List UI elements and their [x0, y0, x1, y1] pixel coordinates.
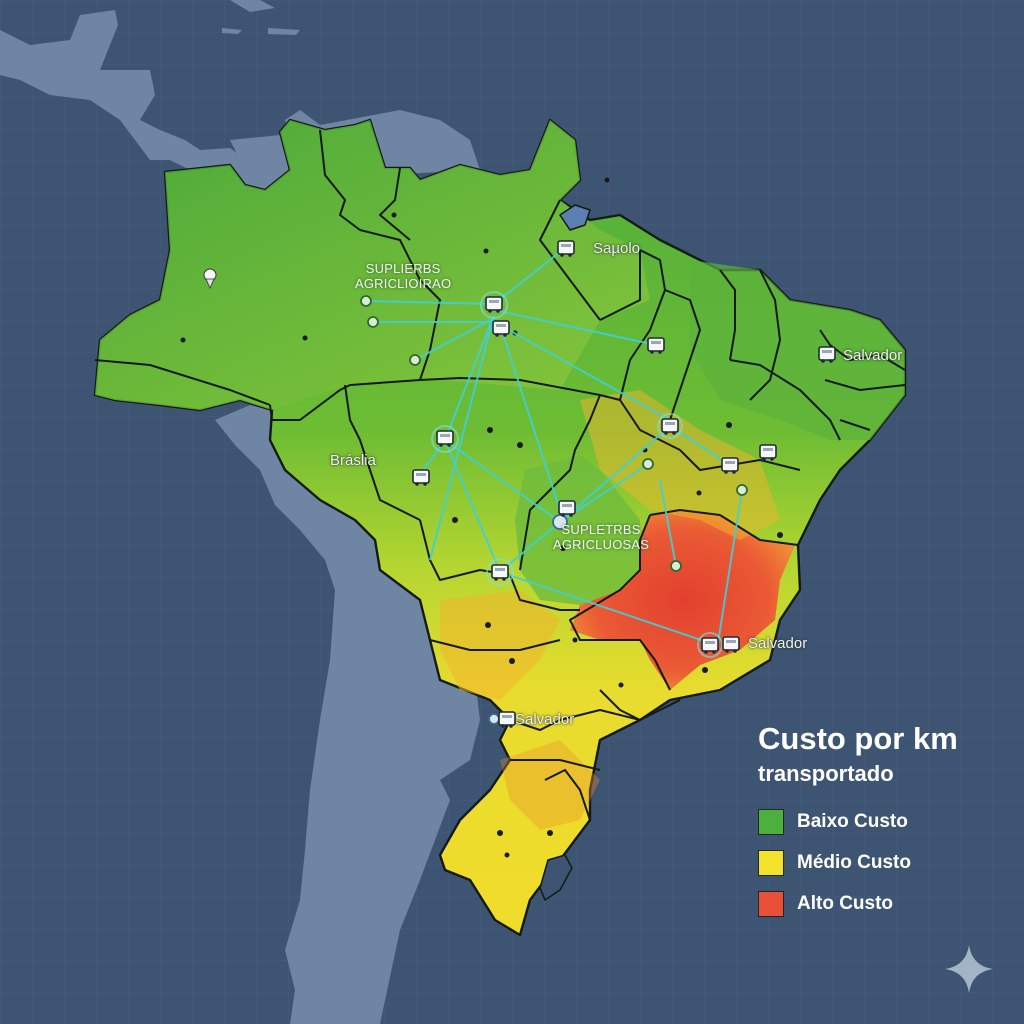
truck-icon — [498, 711, 516, 729]
legend-label-high: Alto Custo — [797, 892, 894, 914]
hub-label-north: SUPLIERBS AGRICLIOIRAO — [355, 261, 451, 291]
truck-icon — [759, 444, 777, 462]
legend-item-high: Alto Custo — [758, 890, 978, 917]
legend-item-medium: Médio Custo — [758, 849, 978, 876]
truck-icon — [661, 418, 679, 436]
truck-icon — [722, 636, 740, 654]
hub-label-center: SUPLETRBS AGRICLUOSAS — [553, 522, 649, 552]
truck-icon — [818, 346, 836, 364]
hub-label-north-line2: AGRICLIOIRAO — [355, 276, 452, 291]
hub-label-center-line2: AGRICLUOSAS — [553, 537, 650, 552]
legend-label-low: Baixo Custo — [797, 810, 908, 832]
legend-item-low: Baixo Custo — [758, 808, 978, 835]
truck-icon — [412, 469, 430, 487]
truck-icon — [491, 564, 509, 582]
sparkle-icon — [945, 945, 993, 993]
truck-icon — [647, 337, 665, 355]
legend: Custo por km transportado Baixo Custo Mé… — [758, 722, 978, 931]
city-label-west: Bráslia — [330, 452, 376, 469]
map-pin-icon — [203, 268, 217, 289]
hub-label-center-line1: SUPLETRBS — [561, 522, 641, 537]
truck-icon — [701, 637, 719, 655]
truck-icon — [436, 430, 454, 448]
supplier-nodes — [360, 295, 748, 725]
legend-swatch-high — [758, 890, 784, 917]
truck-icon — [558, 500, 576, 518]
truck-icon — [492, 320, 510, 338]
truck-icon — [485, 296, 503, 314]
city-label-southeast: Salvador — [748, 635, 808, 652]
hub-label-north-line1: SUPLIERBS — [365, 261, 441, 276]
supply-routes — [365, 247, 743, 644]
city-label-south: Salvador — [515, 711, 575, 728]
legend-label-medium: Médio Custo — [797, 851, 911, 873]
legend-swatch-medium — [758, 849, 784, 876]
truck-icon — [721, 457, 739, 475]
brazil — [93, 118, 907, 937]
legend-swatch-low — [758, 808, 784, 835]
legend-title: Custo por km — [758, 721, 958, 756]
city-label-northeast: Salvador — [843, 347, 903, 364]
truck-icon — [557, 240, 575, 258]
legend-subtitle: transportado — [758, 761, 894, 786]
city-label-top: Saµolo — [593, 240, 641, 257]
